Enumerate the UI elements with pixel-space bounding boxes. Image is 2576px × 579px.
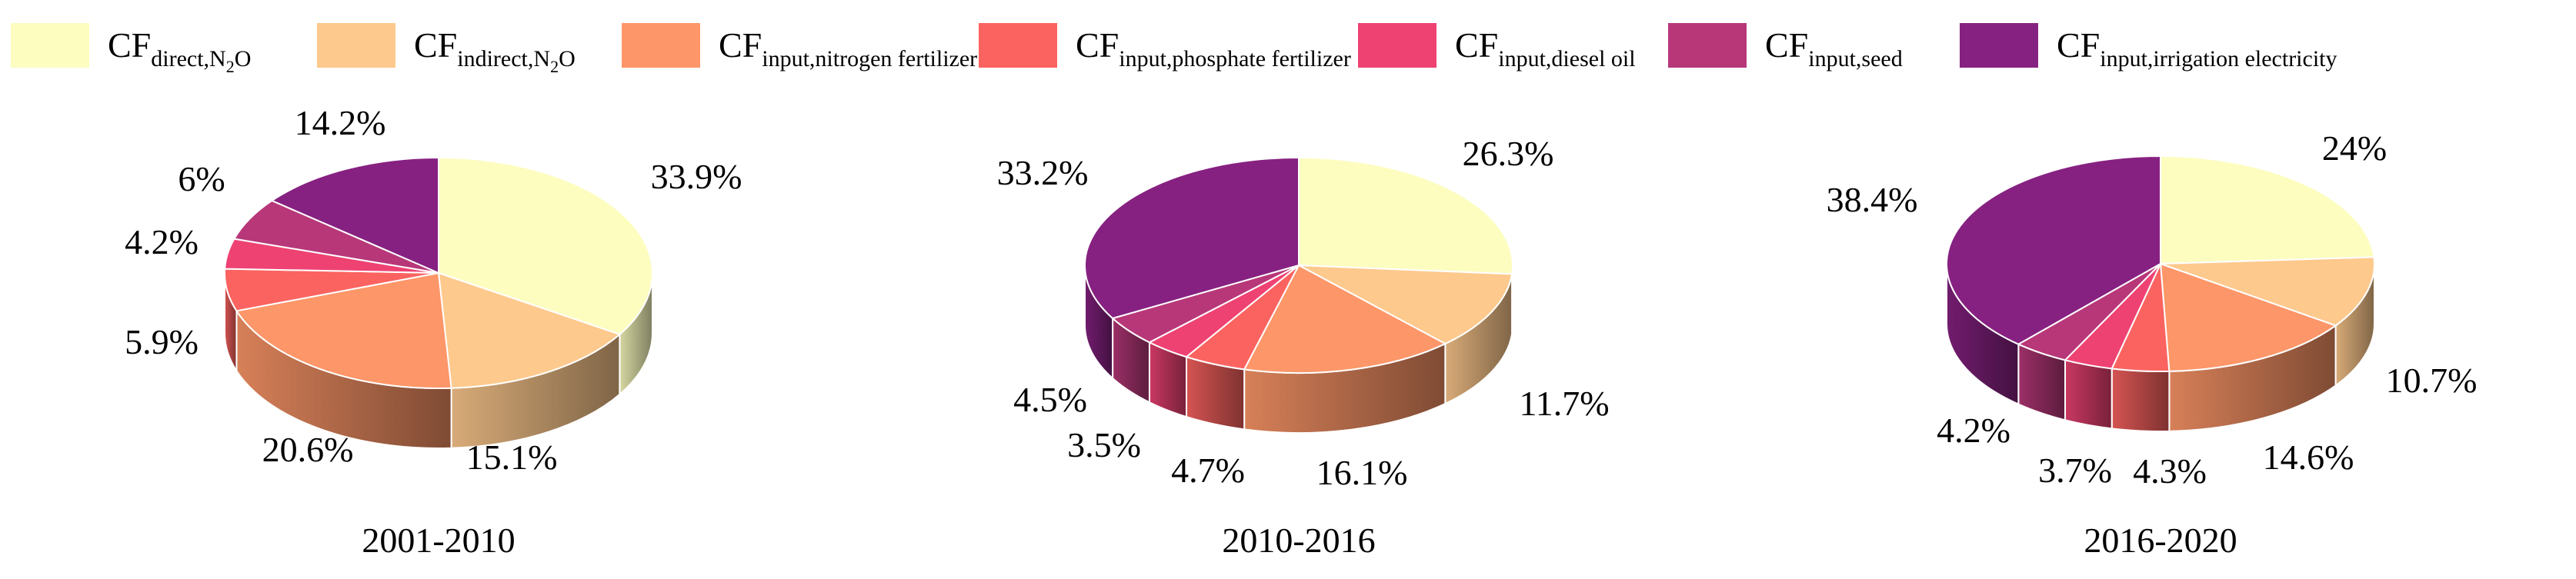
legend-label: CFinput,irrigation electricity <box>2057 25 2337 72</box>
pie-top <box>1946 155 2375 372</box>
data-label: 38.4% <box>1827 180 1918 219</box>
pie-title: 2001-2010 <box>362 521 515 560</box>
legend-label: CFinput,nitrogen fertilizer <box>719 25 977 72</box>
data-label: 33.2% <box>997 153 1089 192</box>
data-label: 14.6% <box>2263 438 2354 477</box>
pie-chart: 26.3% 11.7% 16.1% 4.7% 3.5% 4.5% 33.2% 2010-201… <box>997 134 1610 560</box>
legend-swatch <box>1358 23 1436 68</box>
legend-item: CFinput,nitrogen fertilizer <box>622 23 977 72</box>
pie-slice <box>438 156 653 335</box>
pie-top <box>1084 156 1513 374</box>
data-label: 3.7% <box>2038 451 2112 490</box>
data-label: 33.9% <box>651 157 742 196</box>
pie-slice <box>1084 156 1300 320</box>
data-label: 4.7% <box>1171 451 1245 490</box>
data-label: 16.1% <box>1316 453 1408 492</box>
data-label: 4.3% <box>2133 451 2207 491</box>
data-label: 15.1% <box>466 438 558 477</box>
data-label: 20.6% <box>262 430 354 469</box>
legend-item: CFinput,diesel oil <box>1358 23 1636 72</box>
data-label: 4.2% <box>125 222 199 261</box>
legend-label: CFinput,phosphate fertilizer <box>1076 25 1351 72</box>
pie-slice <box>1243 264 1447 374</box>
pie-title: 2016-2020 <box>2084 521 2237 560</box>
pie-slice <box>2160 155 2375 265</box>
data-label: 14.2% <box>295 103 386 142</box>
legend-item: CFinput,phosphate fertilizer <box>979 23 1351 72</box>
data-label: 4.2% <box>1937 411 2010 450</box>
legend-item: CFindirect,N2O <box>317 23 576 76</box>
legend-swatch <box>11 23 89 68</box>
legend-swatch <box>1668 23 1747 68</box>
legend-item: CFdirect,N2O <box>11 23 251 76</box>
data-label: 24% <box>2322 128 2387 168</box>
pie-chart: 24% 10.7% 14.6% 4.3% 3.7% 4.2% 38.4% 2016-2020 <box>1827 128 2478 560</box>
pie-slice <box>1298 156 1513 275</box>
pie-side-segment <box>2111 368 2171 432</box>
pie-top <box>224 156 653 389</box>
pie-side-segment <box>2064 359 2113 430</box>
data-label: 26.3% <box>1463 134 1554 173</box>
pie-slice <box>2159 262 2337 372</box>
pie-slice <box>2160 256 2375 327</box>
legend-label: CFindirect,N2O <box>414 25 576 76</box>
pie-slice <box>235 271 452 389</box>
pie-charts: 33.9% 15.1% 20.6% 5.9% 4.2% 6% 14.2% 2001-2010 2… <box>125 103 2477 560</box>
legend-item: CFinput,seed <box>1668 23 1903 72</box>
legend: CFdirect,N2O CFindirect,N2O CFinput,nitrog… <box>11 23 2337 76</box>
pie-slice <box>1946 155 2161 345</box>
data-label: 4.5% <box>1013 380 1087 419</box>
data-label: 6% <box>178 159 225 198</box>
pie-title: 2010-2016 <box>1222 521 1375 560</box>
legend-label: CFinput,diesel oil <box>1455 25 1636 72</box>
pie-slice <box>270 156 439 275</box>
legend-label: CFinput,seed <box>1765 25 1903 72</box>
legend-swatch <box>1960 23 2038 68</box>
pie-chart: 33.9% 15.1% 20.6% 5.9% 4.2% 6% 14.2% 2001-2010 <box>125 103 742 560</box>
data-label: 10.7% <box>2386 361 2478 400</box>
data-label: 11.7% <box>1519 384 1609 423</box>
legend-swatch <box>979 23 1057 68</box>
data-label: 3.5% <box>1067 425 1141 464</box>
legend-item: CFinput,irrigation electricity <box>1960 23 2337 72</box>
legend-swatch <box>622 23 700 68</box>
pie-slice <box>437 271 622 389</box>
pie-sides <box>1946 263 2375 432</box>
legend-swatch <box>317 23 395 68</box>
data-label: 5.9% <box>125 322 199 361</box>
pie-slice <box>1298 265 1513 345</box>
legend-label: CFdirect,N2O <box>108 25 251 76</box>
